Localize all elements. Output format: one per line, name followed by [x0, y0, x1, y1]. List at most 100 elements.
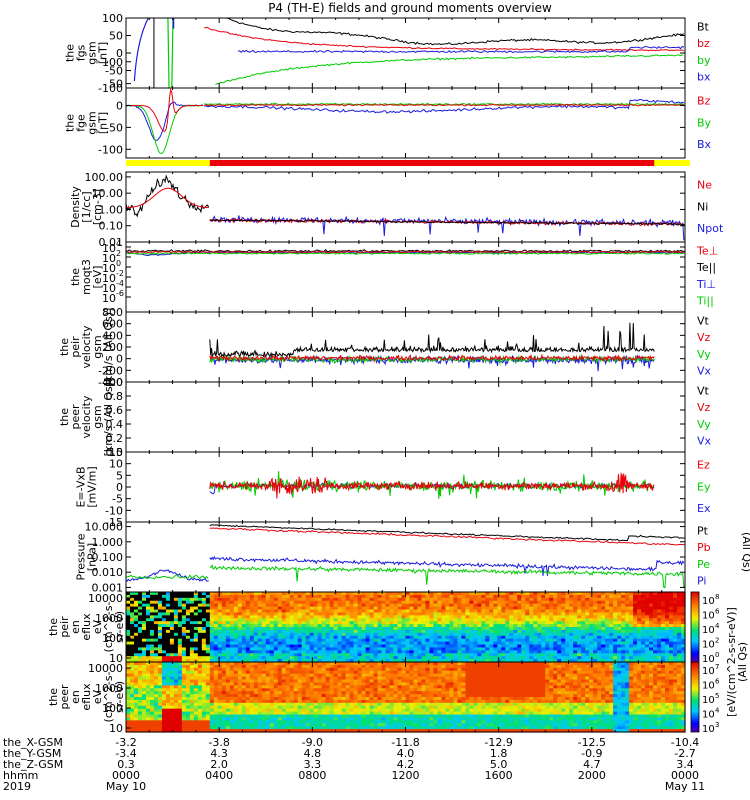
- heatmap-cell: [413, 624, 419, 628]
- heatmap-cell: [377, 624, 383, 628]
- y-tick-label: 10: [102, 272, 116, 285]
- heatmap-cell: [673, 612, 678, 616]
- heatmap-cell: [161, 641, 167, 646]
- heatmap-cell: [249, 653, 255, 657]
- heatmap-cell: [509, 621, 514, 625]
- heatmap-cell: [245, 597, 251, 602]
- heatmap-cell: [661, 597, 666, 602]
- heatmap-cell: [637, 635, 642, 640]
- heatmap-cell: [381, 624, 387, 628]
- heatmap-cell: [233, 676, 239, 681]
- heatmap-cell: [189, 624, 195, 628]
- figure-title: P4 (TH-E) fields and ground moments over…: [268, 1, 552, 15]
- heatmap-cell: [313, 621, 319, 625]
- heatmap-cell: [197, 600, 203, 605]
- heatmap-cell: [126, 673, 131, 678]
- heatmap-cell: [437, 656, 443, 660]
- heatmap-cell: [425, 606, 431, 611]
- heatmap-cell: [557, 650, 562, 654]
- heatmap-cell: [297, 638, 303, 643]
- heatmap-cell: [549, 653, 554, 657]
- heatmap-cell: [149, 641, 155, 646]
- y-axis-label: eflux: [80, 683, 93, 711]
- heatmap-cell: [201, 656, 207, 660]
- heatmap-cell: [177, 697, 183, 701]
- heatmap-cell: [237, 720, 243, 724]
- heatmap-cell: [645, 653, 650, 657]
- heatmap-cell: [537, 615, 542, 619]
- heatmap-cell: [269, 685, 275, 689]
- heatmap-cell: [237, 650, 243, 654]
- heatmap-cell: [201, 592, 207, 596]
- heatmap-cell: [661, 624, 666, 628]
- heatmap-cell: [141, 612, 147, 616]
- heatmap-cell: [269, 627, 275, 631]
- heatmap-cell: [245, 720, 251, 724]
- heatmap-cell: [225, 647, 231, 651]
- heatmap-cell: [317, 629, 323, 634]
- heatmap-cell: [273, 594, 279, 599]
- heatmap-cell: [157, 624, 163, 628]
- heatmap-cell: [393, 650, 399, 654]
- heatmap-cell: [553, 618, 558, 622]
- heatmap-cell: [533, 650, 538, 654]
- heatmap-cell: [509, 600, 514, 605]
- heatmap-cell: [333, 650, 339, 654]
- heatmap-cell: [213, 711, 219, 716]
- heatmap-cell: [309, 615, 315, 619]
- heatmap-cell: [273, 667, 279, 672]
- y-tick-label: 10: [109, 458, 123, 471]
- heatmap-cell: [153, 647, 159, 651]
- heatmap-cell: [561, 659, 566, 663]
- heatmap-cell: [249, 644, 255, 649]
- heatmap-cell: [589, 621, 594, 625]
- heatmap-cell: [493, 638, 498, 643]
- heatmap-cell: [425, 618, 431, 622]
- heatmap-cell: [537, 650, 542, 654]
- heatmap-cell: [277, 612, 283, 616]
- heatmap-cell: [437, 629, 443, 634]
- heatmap-cell: [453, 624, 458, 628]
- heatmap-cell: [417, 609, 423, 614]
- heatmap-cell: [541, 609, 546, 614]
- heatmap-cell: [137, 597, 143, 602]
- heatmap-cell: [321, 600, 327, 605]
- heatmap-cell: [645, 650, 650, 654]
- heatmap-cell: [581, 641, 586, 646]
- heatmap-cell: [157, 647, 163, 651]
- heatmap-cell: [317, 594, 323, 599]
- heatmap-cell: [201, 688, 207, 692]
- heatmap-cell: [425, 653, 431, 657]
- heatmap-cell: [217, 659, 223, 663]
- heatmap-cell: [345, 653, 351, 657]
- heatmap-cell: [253, 638, 259, 643]
- heatmap-cell: [126, 723, 131, 727]
- heatmap-cell: [593, 600, 598, 605]
- heatmap-cell: [597, 624, 602, 628]
- heatmap-cell: [213, 592, 219, 596]
- heatmap-cell: [281, 629, 287, 634]
- heatmap-cell: [489, 644, 494, 649]
- heatmap-cell: [621, 627, 626, 631]
- heatmap-cell: [585, 597, 590, 602]
- heatmap-cell: [553, 597, 558, 602]
- heatmap-cell: [161, 717, 167, 721]
- bx-series: [204, 98, 685, 114]
- heatmap-cell: [273, 621, 279, 625]
- heatmap-cell: [225, 720, 231, 724]
- heatmap-cell: [545, 612, 550, 616]
- heatmap-cell: [537, 597, 542, 602]
- heatmap-cell: [157, 594, 163, 599]
- heatmap-cell: [333, 641, 339, 646]
- heatmap-cell: [181, 612, 187, 616]
- heatmap-cell: [457, 650, 462, 654]
- heatmap-cell: [126, 638, 131, 643]
- heatmap-cell: [173, 644, 179, 649]
- heatmap-cell: [237, 615, 243, 619]
- heatmap-cell: [137, 717, 143, 721]
- heatmap-cell: [273, 650, 279, 654]
- heatmap-cell: [429, 656, 435, 660]
- heatmap-cell: [497, 600, 502, 605]
- heatmap-cell: [681, 635, 686, 640]
- heatmap-cell: [217, 615, 223, 619]
